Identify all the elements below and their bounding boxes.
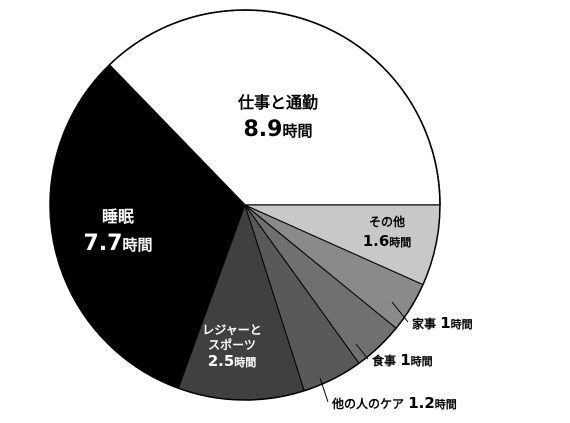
slice-name-value-label: 他の人のケア 1.2時間 — [331, 394, 457, 412]
slice-label-5: 家事 1時間 — [391, 301, 473, 332]
leader-line — [391, 301, 409, 323]
slice-name-label: スポーツ — [208, 337, 256, 352]
slice-value-label: 1.6時間 — [363, 232, 412, 250]
slice-value-label: 2.5時間 — [208, 352, 257, 370]
leader-line — [355, 343, 369, 360]
slice-name-label: 仕事と通勤 — [237, 93, 318, 112]
slice-label-4: 食事 1時間 — [355, 343, 433, 369]
slice-name-label: その他 — [369, 214, 405, 229]
slice-label-6: その他 1.6時間 — [363, 214, 412, 250]
slice-label-0: 仕事と通勤 8.9時間 — [237, 93, 318, 142]
leader-line — [319, 377, 329, 403]
slice-name-value-label: 食事 1時間 — [371, 351, 433, 369]
slice-label-3: 他の人のケア 1.2時間 — [319, 377, 457, 412]
slice-name-label: 睡眠 — [102, 207, 134, 226]
pie-outline — [49, 9, 441, 401]
slice-label-1: 睡眠 7.7時間 — [84, 207, 153, 256]
slice-value-label: 8.9時間 — [244, 117, 313, 142]
slice-name-label: レジャーと — [202, 323, 261, 337]
slice-name-value-label: 家事 1時間 — [412, 314, 473, 332]
slice-value-label: 7.7時間 — [84, 231, 153, 256]
